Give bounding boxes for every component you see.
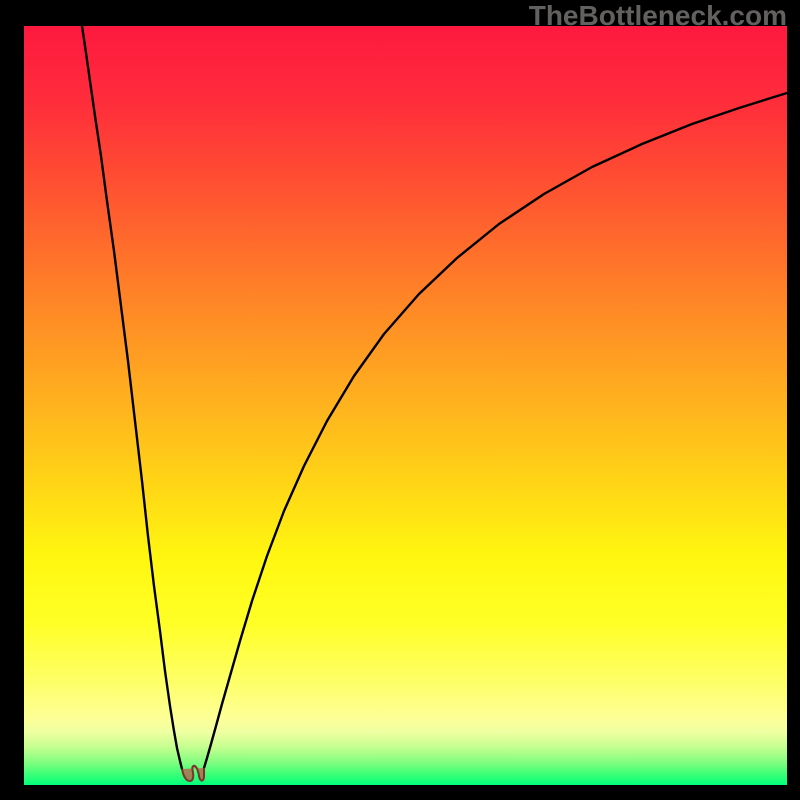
watermark-text: TheBottleneck.com	[529, 0, 787, 32]
curve-dip-marker	[182, 766, 204, 781]
curve-layer	[0, 0, 800, 800]
curve-left-branch	[82, 26, 182, 769]
curve-right-branch	[204, 93, 787, 768]
